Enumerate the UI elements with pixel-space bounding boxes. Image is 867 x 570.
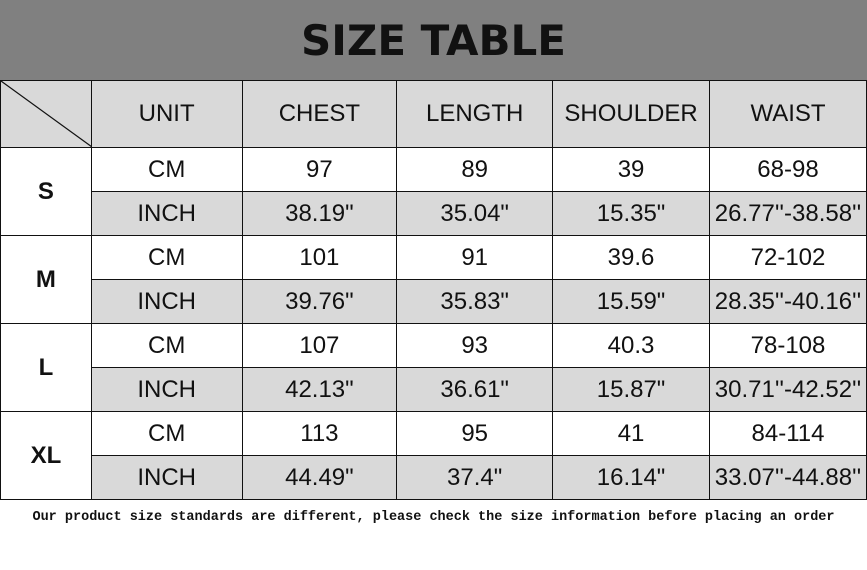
- table-cell: INCH: [90, 367, 243, 412]
- table-cell: 101: [241, 235, 398, 280]
- table-row: XL CM 113 95 41 84-114: [0, 411, 867, 500]
- table-cell: 39.6: [552, 235, 710, 280]
- table-cell: INCH: [90, 279, 243, 324]
- table-cell: 16.14": [552, 455, 710, 500]
- table-cell: 38.19": [241, 191, 398, 236]
- table-cell: 37.4": [396, 455, 554, 500]
- table-row: INCH 38.19" 35.04" 15.35" 26.77''-38.58'': [1, 191, 867, 236]
- table-cell: 95: [396, 411, 554, 456]
- table-cell: 33.07''-44.88'': [709, 455, 867, 500]
- table-row: L CM 107 93 40.3 78-108: [0, 323, 867, 412]
- table-cell: CM: [90, 323, 243, 368]
- table-cell: 35.83": [396, 279, 554, 324]
- table-cell: 41: [552, 411, 710, 456]
- table-cell: 107: [241, 323, 398, 368]
- table-cell: 15.87": [552, 367, 710, 412]
- table-cell: 40.3: [552, 323, 710, 368]
- size-note: Our product size standards are different…: [32, 510, 835, 525]
- table-cell: 93: [396, 323, 554, 368]
- table-cell: 78-108: [709, 323, 867, 368]
- size-label: S: [0, 147, 92, 236]
- table-cell: CM: [90, 235, 243, 280]
- table-cell: 30.71''-42.52'': [709, 367, 867, 412]
- header-row: UNIT CHEST LENGTH SHOULDER WAIST: [0, 80, 867, 148]
- table-cell: 89: [396, 147, 554, 192]
- table-cell: INCH: [90, 191, 243, 236]
- table-row: M CM 101 91 39.6 72-102: [0, 235, 867, 324]
- table-cell: CM: [90, 411, 243, 456]
- table-cell: 113: [241, 411, 398, 456]
- header-chest: CHEST: [241, 80, 398, 148]
- diagonal-corner-cell: [0, 80, 92, 148]
- table-row: INCH 39.76" 35.83" 15.59" 28.35''-40.16'': [1, 279, 867, 324]
- size-table: UNIT CHEST LENGTH SHOULDER WAIST S CM 97 89…: [0, 80, 867, 500]
- table-cell: CM: [90, 147, 243, 192]
- header-waist: WAIST: [709, 80, 867, 148]
- table-row: INCH 42.13" 36.61" 15.87" 30.71''-42.52'': [1, 367, 867, 412]
- table-cell: 35.04": [396, 191, 554, 236]
- table-cell: 84-114: [709, 411, 867, 456]
- table-cell: 97: [241, 147, 398, 192]
- header-length: LENGTH: [396, 80, 554, 148]
- table-cell: 15.35": [552, 191, 710, 236]
- table-row: S CM 97 89 39 68-98: [0, 147, 867, 236]
- table-cell: 39: [552, 147, 710, 192]
- page-title: SIZE TABLE: [0, 0, 867, 80]
- table-row: INCH 44.49" 37.4" 16.14" 33.07''-44.88'': [1, 455, 867, 500]
- table-cell: 91: [396, 235, 554, 280]
- table-cell: 26.77''-38.58'': [709, 191, 867, 236]
- table-cell: 44.49": [241, 455, 398, 500]
- header-shoulder: SHOULDER: [552, 80, 710, 148]
- size-label: L: [0, 323, 92, 412]
- table-cell: 15.59": [552, 279, 710, 324]
- header-unit: UNIT: [90, 80, 243, 148]
- table-cell: 42.13": [241, 367, 398, 412]
- table-cell: 68-98: [709, 147, 867, 192]
- table-cell: 39.76": [241, 279, 398, 324]
- table-cell: 72-102: [709, 235, 867, 280]
- table-cell: 28.35''-40.16'': [709, 279, 867, 324]
- table-cell: INCH: [90, 455, 243, 500]
- size-label: M: [0, 235, 92, 324]
- table-cell: 36.61": [396, 367, 554, 412]
- size-label: XL: [0, 411, 92, 500]
